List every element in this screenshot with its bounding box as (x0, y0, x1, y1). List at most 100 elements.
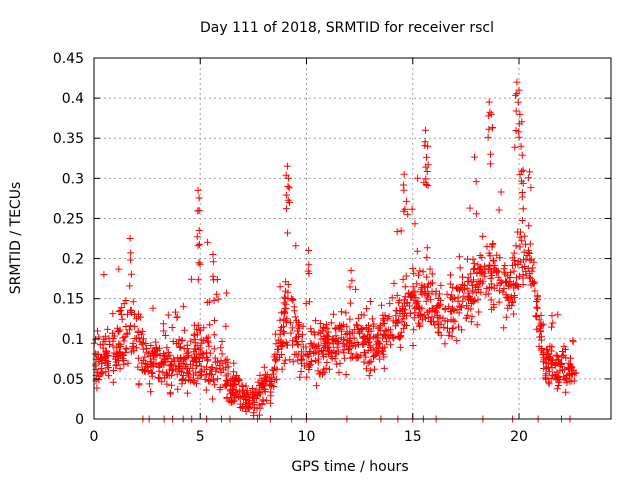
data-point (183, 345, 191, 353)
data-point (197, 371, 205, 379)
data-point (288, 324, 296, 332)
data-point (196, 344, 204, 352)
data-point (305, 247, 313, 254)
data-point (512, 242, 520, 250)
data-point (190, 321, 198, 329)
data-point (483, 243, 491, 251)
data-point (342, 371, 350, 378)
data-point (97, 365, 105, 372)
y-tick-label: 0.35 (53, 131, 84, 147)
data-point (311, 348, 319, 356)
data-point (472, 210, 480, 218)
data-point (493, 281, 501, 289)
data-point (530, 278, 538, 286)
data-point (118, 315, 126, 323)
data-point (479, 232, 487, 240)
axis-ticks: 0 0.05 0.1 0.15 0.2 0.25 0.3 0.35 0.4 0.45 0 5 10 15 2… (53, 51, 611, 445)
data-point (365, 372, 373, 380)
data-point (137, 313, 145, 321)
data-point (504, 304, 512, 312)
data-point (228, 398, 236, 406)
data-point (333, 343, 341, 351)
data-point (515, 120, 523, 128)
data-point (204, 338, 212, 346)
data-point (330, 310, 337, 318)
data-point (516, 272, 524, 280)
data-point (485, 261, 493, 269)
data-point (429, 279, 436, 287)
data-point (562, 388, 570, 396)
data-point (173, 314, 181, 321)
data-point (222, 322, 230, 330)
data-point (118, 304, 126, 311)
x-axis-label: GPS time / hours (291, 459, 408, 475)
data-point (250, 390, 258, 398)
data-point (510, 249, 518, 257)
data-point (393, 291, 401, 299)
data-point (191, 354, 198, 361)
data-point (288, 295, 296, 303)
data-point (518, 193, 526, 201)
data-point (272, 340, 280, 348)
data-point (535, 342, 543, 350)
data-point (533, 303, 541, 311)
data-point (152, 338, 160, 346)
data-point (139, 339, 147, 347)
data-point (93, 384, 101, 392)
data-point (347, 354, 355, 362)
data-point (103, 361, 111, 369)
data-point (216, 364, 224, 372)
data-point (158, 360, 166, 367)
data-point (509, 298, 517, 306)
data-point (134, 363, 142, 371)
data-point (518, 237, 526, 245)
data-point (197, 326, 204, 334)
data-point (105, 372, 113, 380)
data-point (117, 310, 125, 318)
data-point (432, 287, 440, 295)
data-point (471, 153, 478, 161)
data-point (313, 344, 321, 352)
data-point (437, 300, 444, 308)
data-point (470, 260, 478, 268)
data-point (302, 300, 310, 308)
data-point (510, 267, 518, 275)
data-point (172, 362, 180, 370)
data-point (545, 380, 553, 388)
data-point (525, 250, 533, 257)
data-point (521, 263, 529, 270)
data-point (214, 295, 222, 303)
data-point (109, 378, 117, 386)
data-point (413, 247, 421, 255)
data-point (495, 298, 503, 306)
data-point (140, 335, 147, 343)
data-point (310, 340, 318, 348)
data-point (178, 376, 186, 384)
data-point (182, 377, 190, 384)
data-point (460, 282, 468, 289)
data-point (214, 358, 221, 366)
data-point (385, 313, 393, 321)
data-point (424, 182, 432, 190)
data-point (447, 271, 454, 279)
data-point (187, 275, 195, 283)
data-point (299, 343, 307, 351)
data-point (149, 352, 157, 359)
data-point (346, 283, 354, 291)
data-point (534, 304, 541, 312)
data-point (292, 317, 300, 325)
data-point (553, 352, 561, 360)
data-point (117, 351, 125, 359)
data-point (488, 271, 496, 279)
data-point (423, 168, 431, 175)
data-point (446, 280, 454, 288)
data-point (471, 283, 479, 291)
data-point (445, 303, 453, 311)
data-point (305, 270, 313, 277)
data-point (486, 108, 494, 116)
data-point (486, 160, 494, 168)
data-point (513, 78, 521, 86)
data-point (259, 396, 267, 404)
data-point (336, 321, 344, 329)
